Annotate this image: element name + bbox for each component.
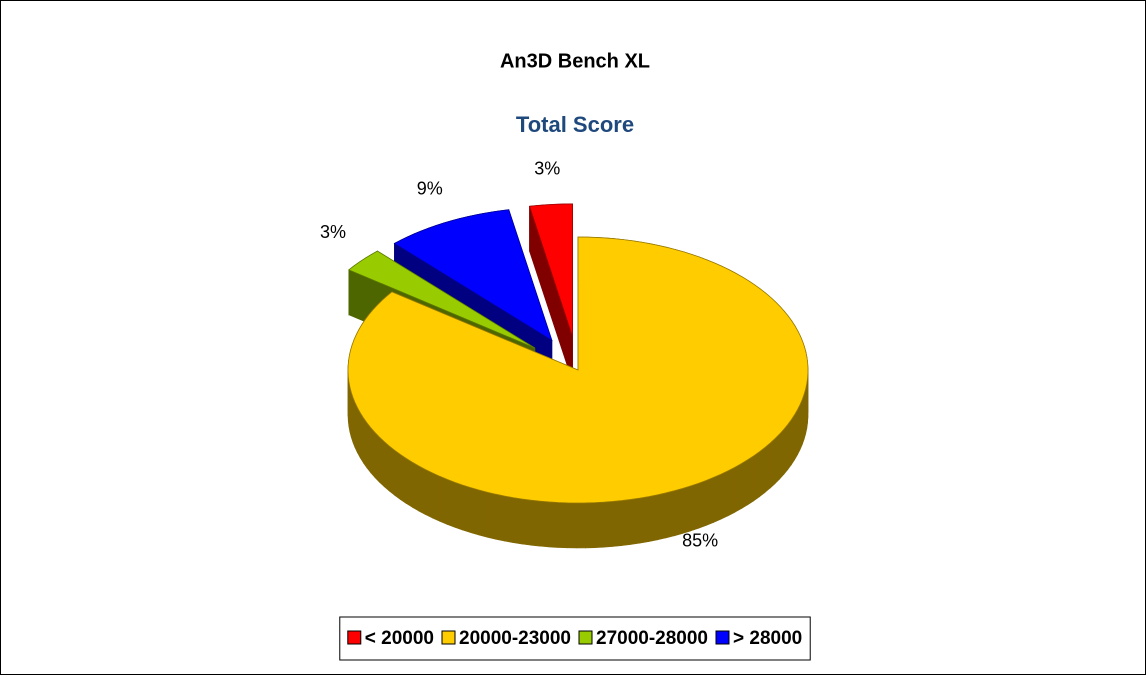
slice-side bbox=[783, 423, 789, 476]
legend: < 20000 20000-23000 27000-28000 > 28000 bbox=[339, 616, 811, 661]
slice-side bbox=[665, 490, 675, 539]
slice-side bbox=[603, 501, 614, 548]
legend-swatch bbox=[441, 630, 456, 645]
slice-side bbox=[446, 478, 456, 528]
slice-side bbox=[374, 431, 380, 483]
slice-side bbox=[774, 433, 780, 485]
legend-swatch bbox=[347, 630, 362, 645]
legend-label: 27000-28000 bbox=[596, 628, 708, 649]
slice-side bbox=[566, 502, 577, 549]
slice-side bbox=[539, 500, 550, 548]
legend-label: 20000-23000 bbox=[459, 628, 571, 649]
slice-side bbox=[486, 491, 497, 540]
slice-side bbox=[630, 497, 641, 545]
slice bbox=[393, 209, 553, 342]
slice-side bbox=[478, 489, 488, 538]
slice-side bbox=[454, 481, 463, 531]
slice-side bbox=[357, 407, 361, 459]
legend-label: > 28000 bbox=[733, 628, 802, 649]
slice-side bbox=[388, 445, 395, 496]
slice-side bbox=[779, 428, 785, 480]
slice-side bbox=[656, 492, 667, 541]
slice-side bbox=[462, 484, 472, 534]
data-label: 85% bbox=[682, 530, 718, 550]
slice-side bbox=[425, 469, 433, 519]
slice-side bbox=[418, 465, 426, 516]
data-label: 3% bbox=[534, 159, 560, 179]
slice-side bbox=[612, 500, 623, 547]
slice-side bbox=[354, 402, 358, 453]
data-label: 9% bbox=[417, 178, 443, 198]
slice-side bbox=[639, 496, 649, 544]
slice-side bbox=[727, 466, 736, 517]
slice-side bbox=[370, 426, 376, 479]
slice-side bbox=[352, 397, 356, 448]
slice-side bbox=[673, 488, 683, 537]
slice-side bbox=[432, 472, 441, 522]
slice-side bbox=[794, 408, 798, 461]
legend-label: < 20000 bbox=[365, 628, 434, 649]
slice-side bbox=[734, 463, 742, 513]
slice bbox=[528, 203, 573, 338]
slice-side bbox=[439, 475, 448, 525]
slice-side bbox=[594, 501, 605, 548]
slice-side bbox=[363, 416, 368, 469]
slice-side bbox=[698, 480, 707, 529]
slice-side bbox=[682, 485, 691, 534]
slice-side bbox=[769, 437, 776, 489]
slice-side bbox=[799, 399, 803, 450]
slice bbox=[347, 236, 809, 504]
slice-side bbox=[530, 499, 541, 547]
slice-side bbox=[690, 482, 699, 532]
slice-side bbox=[399, 453, 407, 504]
slice-side bbox=[787, 418, 792, 471]
slice-side bbox=[753, 451, 760, 502]
slice-side bbox=[648, 494, 658, 542]
slice-side bbox=[747, 455, 755, 506]
slice-side bbox=[378, 436, 385, 488]
slice-side bbox=[495, 493, 505, 542]
data-label: 3% bbox=[320, 222, 346, 242]
slice bbox=[348, 250, 536, 349]
slice-side bbox=[383, 440, 390, 492]
slice-side bbox=[764, 442, 771, 494]
chart-title: An3D Bench XL bbox=[500, 50, 650, 72]
slice-side bbox=[741, 459, 749, 510]
slice-side bbox=[576, 502, 586, 549]
slice-side bbox=[548, 501, 559, 548]
slice-side bbox=[585, 502, 596, 549]
slice-side bbox=[705, 476, 714, 526]
legend-swatch bbox=[578, 630, 593, 645]
legend-swatch bbox=[715, 630, 730, 645]
slice-side bbox=[366, 421, 371, 474]
slice-side bbox=[412, 461, 420, 512]
slice-side bbox=[521, 498, 532, 546]
slice-side bbox=[759, 446, 766, 498]
slice-side bbox=[791, 413, 795, 466]
slice-side bbox=[713, 473, 722, 523]
slice-side bbox=[470, 487, 480, 536]
slice-side bbox=[512, 497, 523, 545]
slice-side bbox=[557, 502, 568, 549]
slice-side bbox=[621, 499, 632, 546]
slice-side bbox=[504, 495, 514, 543]
slice-side bbox=[359, 411, 364, 464]
slice-side bbox=[720, 470, 729, 520]
slice-side bbox=[405, 457, 413, 508]
chart-subtitle: Total Score bbox=[516, 112, 634, 137]
legend-box bbox=[339, 616, 811, 661]
slice-side bbox=[394, 449, 401, 500]
slice-side bbox=[797, 404, 801, 455]
